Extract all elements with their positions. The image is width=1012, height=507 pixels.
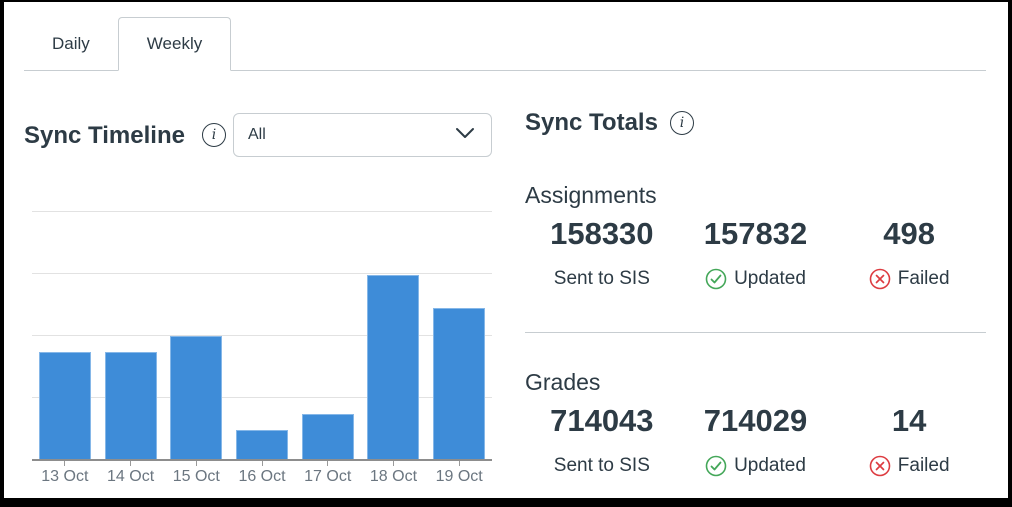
stat-assignments-failed: 498 Failed	[832, 217, 986, 290]
timeline-filter-select[interactable]: All	[233, 113, 492, 157]
bar-14-oct[interactable]	[104, 352, 157, 459]
bar-slot	[163, 336, 229, 459]
stat-value: 714029	[703, 403, 808, 438]
stat-grades-updated: 714029 Updated	[679, 404, 833, 477]
sync-timeline-bar-chart: 13 Oct 14 Oct 15 Oct 16 Oct 17 Oct 18 Oct 19 O…	[32, 211, 492, 486]
chevron-down-icon	[455, 126, 475, 144]
totals-header: Sync Totals i	[525, 108, 986, 138]
totals-section-assignments: Assignments 158330 Sent to SIS 157832 Up…	[525, 182, 986, 290]
bar-slot	[361, 275, 427, 459]
stats-row: 714043 Sent to SIS 714029 Updated 1	[525, 404, 986, 477]
x-axis-label: 14 Oct	[98, 461, 164, 486]
bar-13-oct[interactable]	[38, 352, 91, 459]
stat-label-text: Failed	[897, 455, 950, 476]
stat-label: Failed	[832, 268, 986, 290]
stat-value: 157832	[703, 216, 808, 251]
x-axis-label: 17 Oct	[295, 461, 361, 486]
section-title: Grades	[525, 369, 601, 395]
sync-totals-panel: Sync Totals i Assignments 158330 Sent to…	[525, 98, 986, 486]
main-content: Sync Timeline i All 13 Oct 14 Oct 15 Oct 16…	[4, 71, 1008, 486]
section-title: Assignments	[525, 182, 657, 208]
section-divider	[525, 332, 986, 333]
bar-15-oct[interactable]	[170, 336, 223, 459]
stats-row: 158330 Sent to SIS 157832 Updated 4	[525, 217, 986, 290]
x-axis-label: 16 Oct	[229, 461, 295, 486]
bar-plot	[32, 211, 492, 461]
stat-value: 714043	[550, 403, 654, 438]
x-axis-label: 13 Oct	[32, 461, 98, 486]
bar-slot	[98, 352, 164, 459]
totals-section-grades: Grades 714043 Sent to SIS 714029 Updated	[525, 369, 986, 477]
stat-label-text: Updated	[734, 455, 806, 476]
stat-label: Updated	[679, 268, 833, 290]
x-axis-label: 18 Oct	[361, 461, 427, 486]
stat-value: 14	[891, 403, 927, 438]
check-circle-icon	[705, 455, 727, 477]
info-icon[interactable]: i	[202, 123, 226, 147]
stat-label: Sent to SIS	[525, 455, 679, 477]
x-axis-label: 19 Oct	[426, 461, 492, 486]
stat-label-text: Sent to SIS	[553, 268, 650, 289]
stat-value: 158330	[550, 216, 654, 251]
info-icon[interactable]: i	[669, 111, 694, 135]
x-axis-label: 15 Oct	[163, 461, 229, 486]
stat-assignments-sent: 158330 Sent to SIS	[525, 217, 679, 290]
stat-label-text: Failed	[897, 268, 950, 289]
stat-value: 498	[883, 216, 936, 251]
x-circle-icon	[869, 455, 891, 477]
timeline-header: Sync Timeline i All	[24, 98, 492, 172]
timeline-title: Sync Timeline	[24, 121, 185, 149]
bar-slot	[229, 430, 295, 459]
stat-label-text: Updated	[734, 268, 806, 289]
filter-selected-value: All	[248, 126, 266, 143]
sync-timeline-panel: Sync Timeline i All 13 Oct 14 Oct 15 Oct 16…	[24, 98, 492, 486]
x-circle-icon	[869, 268, 891, 290]
bar-slot	[295, 414, 361, 459]
stat-assignments-updated: 157832 Updated	[679, 217, 833, 290]
stat-label: Sent to SIS	[525, 268, 679, 290]
stat-label: Failed	[832, 455, 986, 477]
bar-17-oct[interactable]	[301, 414, 354, 459]
totals-title: Sync Totals	[525, 109, 658, 136]
bar-slot	[426, 308, 492, 459]
stat-grades-failed: 14 Failed	[832, 404, 986, 477]
bar-16-oct[interactable]	[236, 430, 289, 459]
tab-weekly[interactable]: Weekly	[117, 17, 232, 71]
bar-slot	[32, 352, 98, 459]
bar-18-oct[interactable]	[367, 275, 420, 459]
stat-label: Updated	[679, 455, 833, 477]
tab-daily[interactable]: Daily	[52, 34, 90, 53]
stat-grades-sent: 714043 Sent to SIS	[525, 404, 679, 477]
bar-19-oct[interactable]	[433, 308, 486, 459]
x-axis-labels: 13 Oct 14 Oct 15 Oct 16 Oct 17 Oct 18 Oct 19 O…	[32, 461, 492, 486]
check-circle-icon	[705, 268, 727, 290]
tab-bar: Daily Weekly	[24, 17, 986, 71]
stat-label-text: Sent to SIS	[553, 455, 650, 476]
